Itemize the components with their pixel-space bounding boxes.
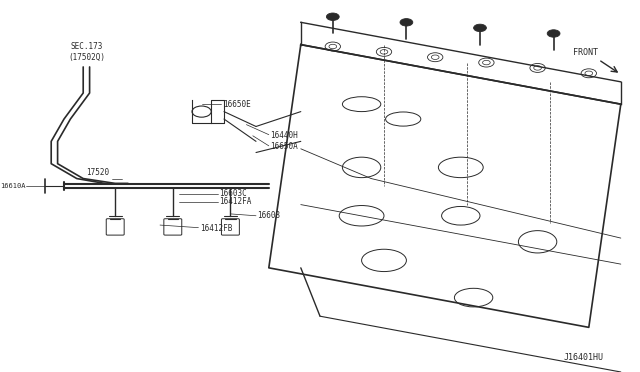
Text: FRONT: FRONT — [573, 48, 598, 57]
Circle shape — [547, 30, 560, 37]
Text: 16412FB: 16412FB — [200, 224, 233, 232]
Text: SEC.173: SEC.173 — [70, 42, 102, 51]
Text: 16610A: 16610A — [0, 183, 26, 189]
Text: 16650A: 16650A — [270, 142, 298, 151]
Circle shape — [326, 13, 339, 20]
Text: 16603: 16603 — [257, 211, 280, 220]
Text: 16412FA: 16412FA — [219, 197, 252, 206]
Text: 17520: 17520 — [86, 169, 109, 177]
Text: (17502Q): (17502Q) — [68, 53, 105, 62]
Circle shape — [474, 24, 486, 32]
Text: 16650E: 16650E — [223, 100, 250, 109]
Text: 16440H: 16440H — [270, 131, 298, 140]
Text: J16401HU: J16401HU — [563, 353, 604, 362]
Circle shape — [400, 19, 413, 26]
Text: 16603C: 16603C — [219, 189, 246, 198]
